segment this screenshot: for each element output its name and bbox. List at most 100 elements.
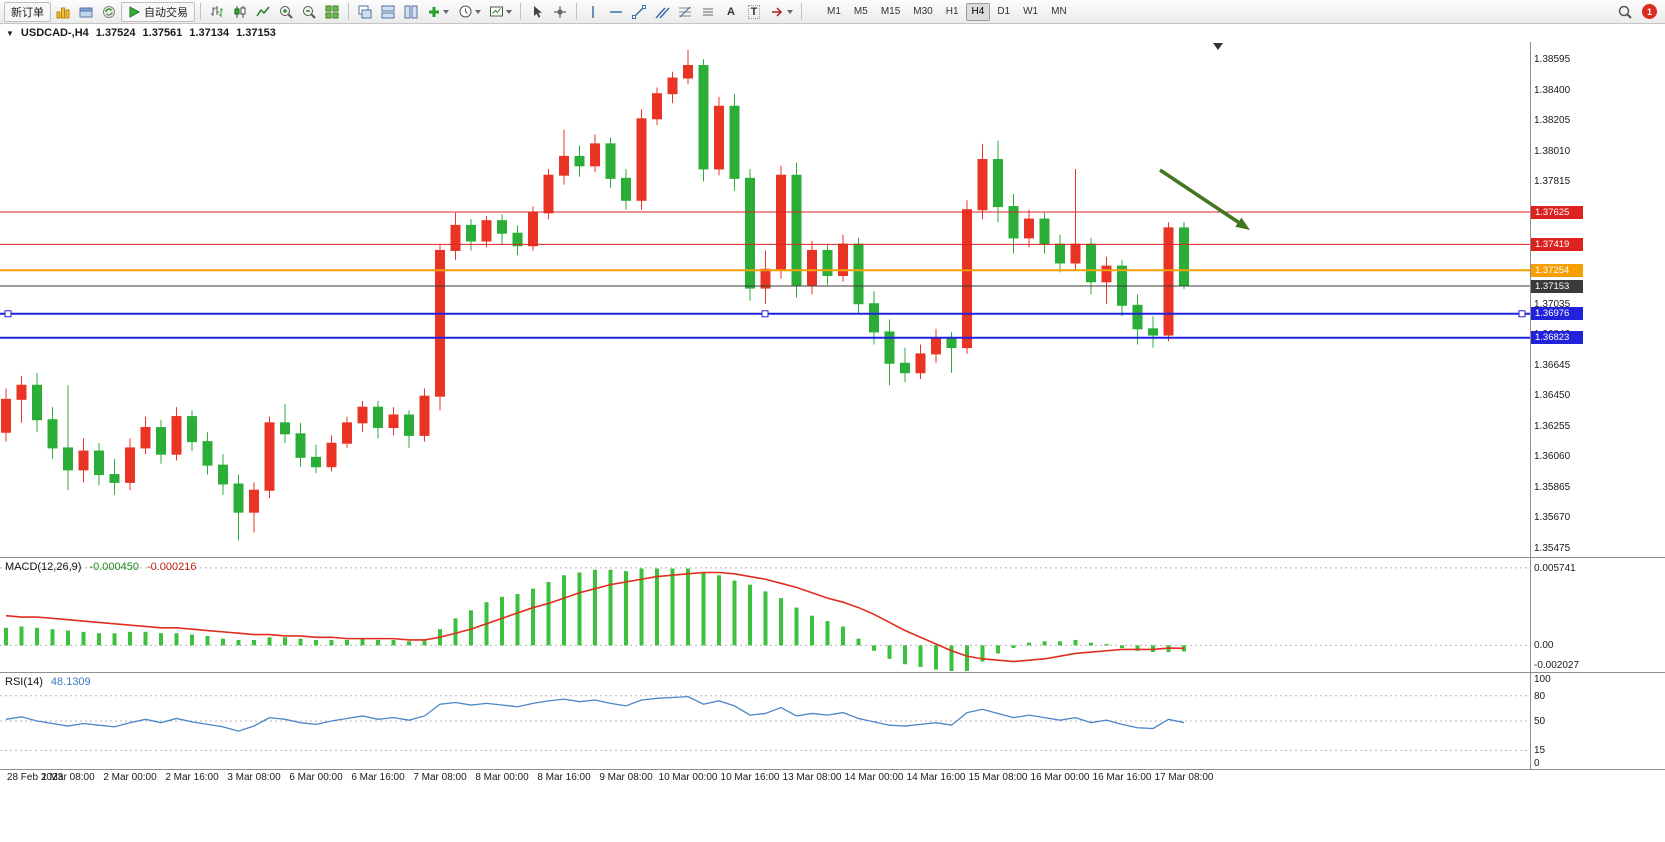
dropdown-caret — [474, 9, 481, 14]
dropdown-caret — [443, 9, 449, 14]
rsi-panel[interactable] — [0, 674, 1530, 768]
price-badge: 1.37153 — [1531, 279, 1583, 293]
profiles-icon[interactable] — [75, 2, 97, 22]
periods-button[interactable] — [454, 2, 484, 22]
new-chart-icon[interactable] — [52, 2, 74, 22]
time-axis-label: 10 Mar 00:00 — [658, 772, 718, 783]
panel-separator[interactable] — [0, 672, 1665, 673]
timeframe-M1[interactable]: M1 — [821, 3, 847, 21]
templates-button[interactable] — [485, 2, 515, 22]
time-axis-label: 8 Mar 00:00 — [475, 772, 529, 783]
play-icon — [129, 5, 140, 18]
time-axis-label: 14 Mar 00:00 — [844, 772, 904, 783]
rsi-axis-label: 50 — [1534, 716, 1546, 727]
macd-main-value: -0.000450 — [89, 561, 139, 573]
price-badge: 1.37419 — [1531, 237, 1583, 251]
time-axis-label: 3 Mar 08:00 — [227, 772, 281, 783]
equidistant-channel-icon[interactable] — [651, 2, 673, 22]
price-badge: 1.37254 — [1531, 263, 1583, 277]
separator — [348, 3, 349, 20]
time-axis-label: 15 Mar 08:00 — [968, 772, 1028, 783]
fibonacci-icon[interactable] — [674, 2, 696, 22]
rsi-axis-label: 80 — [1534, 690, 1546, 702]
time-axis-label: 10 Mar 16:00 — [720, 772, 780, 783]
macd-axis-label: 0.005741 — [1534, 562, 1576, 574]
line-chart-icon[interactable] — [252, 2, 274, 22]
rsi-axis-label: 15 — [1534, 745, 1546, 757]
rsi-value: 48.1309 — [50, 676, 91, 688]
price-axis-label: 1.37815 — [1534, 176, 1571, 188]
notification-badge[interactable]: 1 — [1642, 4, 1657, 19]
tile-windows-icon[interactable] — [321, 2, 343, 22]
time-axis-label: 16 Mar 16:00 — [1092, 772, 1152, 783]
tile-vertically-icon[interactable] — [400, 2, 422, 22]
graphic-objects-icon[interactable] — [697, 2, 719, 22]
price-axis-separator — [1530, 42, 1531, 769]
add-indicator-button[interactable] — [423, 2, 453, 22]
price-axis-label: 1.38595 — [1534, 54, 1571, 66]
search-icon[interactable] — [1614, 2, 1636, 22]
timeframe-H4[interactable]: H4 — [965, 2, 991, 21]
price-axis-label: 1.36060 — [1534, 451, 1571, 463]
macd-panel[interactable] — [0, 559, 1530, 671]
text-label-icon[interactable]: T — [743, 2, 765, 22]
timeframe-M15[interactable]: M15 — [875, 3, 906, 21]
cursor-icon[interactable] — [526, 2, 548, 22]
cascade-windows-icon[interactable] — [354, 2, 376, 22]
timeframe-M5[interactable]: M5 — [848, 3, 874, 21]
collapse-icon[interactable]: ▼ — [6, 28, 14, 38]
zoom-in-icon[interactable] — [275, 2, 297, 22]
vertical-line-icon[interactable] — [582, 2, 604, 22]
time-axis-label: 9 Mar 08:00 — [599, 772, 653, 783]
candlestick-chart-icon[interactable] — [229, 2, 251, 22]
rsi-label: RSI(14) 48.1309 — [5, 676, 91, 688]
timeframe-M30[interactable]: M30 — [907, 3, 938, 21]
autotrading-button[interactable]: 自动交易 — [121, 1, 195, 22]
zoom-out-icon[interactable] — [298, 2, 320, 22]
trendline-icon[interactable] — [628, 2, 650, 22]
tile-horizontally-icon[interactable] — [377, 2, 399, 22]
separator — [200, 3, 201, 20]
price-axis-label: 1.36645 — [1534, 359, 1571, 371]
time-axis-label: 14 Mar 16:00 — [906, 772, 966, 783]
time-axis[interactable]: 28 Feb 2023 1 Mar 08:00 2 Mar 00:00 2 Mar 1… — [0, 772, 1530, 788]
crosshair-icon[interactable] — [549, 2, 571, 22]
toolbar-right: 1 — [1614, 2, 1661, 22]
text-icon[interactable]: A — [727, 5, 735, 18]
price-axis-label: 1.38400 — [1534, 84, 1571, 96]
panel-separator[interactable] — [0, 557, 1665, 558]
new-order-button[interactable]: 新订单 — [4, 1, 51, 22]
time-axis-label: 16 Mar 00:00 — [1030, 772, 1090, 783]
timeframe-group: M1 M5 M15 M30 H1 H4 D1 W1 MN — [821, 2, 1073, 21]
separator — [520, 3, 521, 20]
macd-axis-label: 0.00 — [1534, 640, 1554, 652]
chart-titlebar: ▼ USDCAD-,H4 1.37524 1.37561 1.37134 1.3… — [6, 26, 276, 40]
time-axis-label: 6 Mar 00:00 — [289, 772, 343, 783]
price-axis-label: 1.37035 — [1534, 298, 1571, 310]
time-axis-label: 2 Mar 00:00 — [103, 772, 157, 783]
main-chart[interactable] — [0, 42, 1530, 557]
horizontal-line-icon[interactable] — [605, 2, 627, 22]
rsi-axis-label: 100 — [1534, 674, 1551, 685]
timeframe-W1[interactable]: W1 — [1017, 3, 1044, 21]
panel-separator — [0, 769, 1665, 770]
timeframe-MN[interactable]: MN — [1045, 3, 1073, 21]
new-order-label: 新订单 — [11, 6, 44, 19]
price-axis-label: 1.38010 — [1534, 145, 1571, 157]
time-axis-label: 13 Mar 08:00 — [782, 772, 842, 783]
separator — [576, 3, 577, 20]
price-axis-label: 1.35475 — [1534, 543, 1571, 554]
toolbar: 新订单 自动交易 — [0, 0, 1665, 24]
timeframe-H1[interactable]: H1 — [940, 3, 965, 21]
refresh-icon[interactable] — [98, 2, 120, 22]
time-axis-label: 2 Mar 16:00 — [165, 772, 219, 783]
timeframe-D1[interactable]: D1 — [991, 3, 1016, 21]
arrows-button[interactable] — [766, 2, 796, 22]
bar-chart-icon[interactable] — [206, 2, 228, 22]
price-axis-label: 1.36255 — [1534, 420, 1571, 432]
price-badge: 1.36823 — [1531, 331, 1583, 345]
price-badge: 1.37625 — [1531, 205, 1583, 219]
time-axis-label: 17 Mar 08:00 — [1154, 772, 1214, 783]
macd-axis-label: -0.002027 — [1534, 660, 1580, 671]
quote-high: 1.37561 — [142, 27, 183, 39]
